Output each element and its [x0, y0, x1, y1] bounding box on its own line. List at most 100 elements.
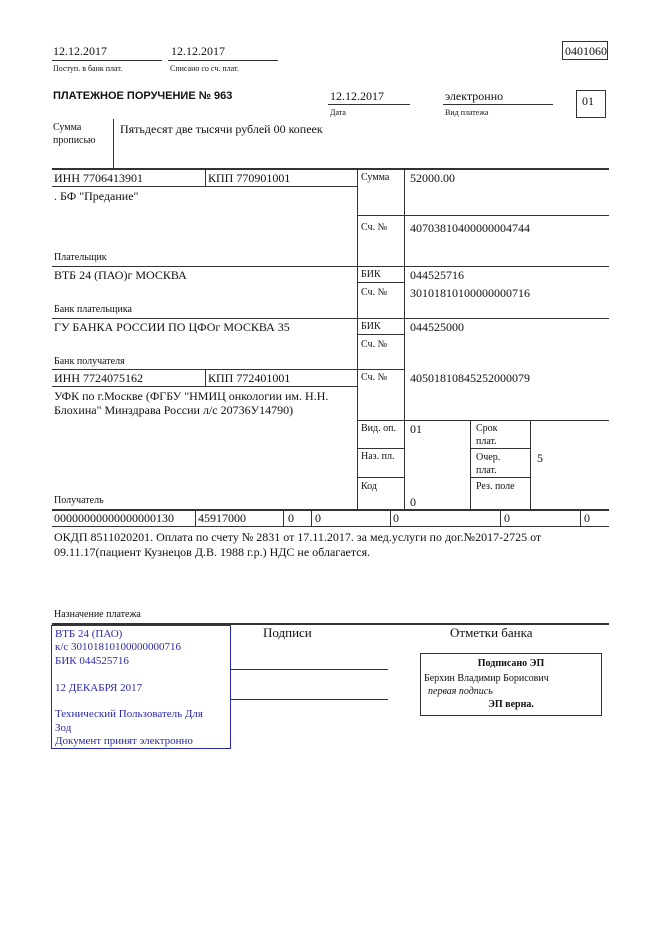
divider	[52, 623, 609, 625]
divider	[52, 168, 609, 170]
payee-inn: ИНН 7724075162	[54, 371, 143, 385]
payee-bank-name: ГУ БАНКА РОССИИ ПО ЦФОг МОСКВА 35	[54, 320, 290, 334]
divider	[357, 448, 404, 449]
op-type-label: Вид. оп.	[361, 423, 396, 434]
payer-account: 40703810400000004744	[410, 221, 530, 235]
payer-bank-bik: 044525716	[410, 268, 464, 282]
form-code: 0401060	[565, 44, 607, 58]
date-label: Дата	[330, 108, 346, 117]
divider	[52, 186, 357, 187]
received-date: 12.12.2017	[53, 44, 107, 58]
stamp-line: 12 ДЕКАБРЯ 2017	[55, 681, 143, 694]
code-value: 0	[410, 495, 416, 509]
payee-kpp: КПП 772401001	[208, 371, 291, 385]
divider	[328, 104, 410, 105]
divider	[530, 420, 531, 510]
payee-bank-label: Банк получателя	[54, 356, 125, 367]
reserve-label: Рез. поле	[476, 481, 515, 492]
payment-purpose-label: Назначение платежа	[54, 609, 141, 620]
stamp-line: Технический Пользователь Для	[55, 708, 203, 721]
divider	[205, 369, 206, 386]
payee-name: УФК по г.Москве (ФГБУ "НМИЦ онкологии им…	[54, 389, 329, 403]
payer-bank-account-label: Сч. №	[361, 287, 388, 298]
payee-bank-bik: 044525000	[410, 320, 464, 334]
tax-field-oktmo: 45917000	[198, 511, 246, 525]
stamp-line	[55, 668, 203, 681]
payer-account-label: Сч. №	[361, 222, 388, 233]
order-date: 12.12.2017	[330, 89, 384, 103]
signature-line	[231, 699, 388, 700]
signer-name: Берхин Владимир Борисович	[424, 673, 549, 684]
priority-label: Очер.	[476, 452, 501, 463]
signature-verified: ЭП верна.	[488, 699, 534, 710]
payee-name: Блохина" Минздрава России л/с 20736У1479…	[54, 403, 294, 417]
divider	[52, 60, 162, 61]
divider	[357, 334, 404, 335]
stamp-line: к/с 30101810100000000716	[55, 641, 182, 654]
amount-label: Сумма	[361, 172, 390, 183]
amount-words-label: прописью	[53, 135, 96, 146]
term-label: плат.	[476, 436, 497, 447]
signer-role: первая подпись	[428, 686, 493, 697]
status-code-box: 01	[576, 90, 606, 118]
payer-label: Плательщик	[54, 252, 107, 263]
e-signature-box: Подписано ЭП Берхин Владимир Борисович п…	[420, 653, 602, 716]
stamp-line	[55, 695, 203, 708]
stamp-line: ВТБ 24 (ПАО)	[55, 628, 123, 640]
amount-words-label: Сумма	[53, 122, 82, 133]
divider	[52, 266, 609, 267]
payment-purpose: 09.11.17(пациент Кузнецов Д.В. 1988 г.р.…	[54, 545, 371, 559]
amount-value: 52000.00	[410, 171, 455, 185]
divider	[443, 104, 553, 105]
op-type: 01	[410, 422, 422, 436]
divider	[52, 509, 609, 511]
tax-field: 0	[393, 511, 399, 525]
received-label: Поступ. в банк плат.	[53, 64, 123, 73]
divider	[357, 420, 609, 421]
tax-field-kbk: 00000000000000000130	[54, 511, 174, 525]
divider	[113, 119, 114, 169]
payment-type-label: Вид платежа	[445, 108, 489, 117]
payer-bank-label: Банк плательщика	[54, 304, 132, 315]
stamp-line: Документ принят электронно	[55, 735, 193, 748]
divider	[357, 477, 404, 478]
stamp-line: БИК 044525716	[55, 654, 129, 667]
divider	[52, 318, 609, 319]
debited-date: 12.12.2017	[171, 44, 225, 58]
divider	[390, 510, 391, 526]
divider	[195, 510, 196, 526]
payment-type: электронно	[445, 89, 504, 103]
divider	[357, 169, 358, 510]
payer-inn: ИНН 7706413901	[54, 171, 143, 185]
payee-bank-bik-label: БИК	[361, 321, 381, 332]
signature-line	[231, 669, 388, 670]
signatures-label: Подписи	[263, 625, 312, 640]
divider	[470, 420, 471, 510]
bank-stamp: ВТБ 24 (ПАО) к/с 30101810100000000716 БИ…	[51, 625, 231, 749]
tax-field: 0	[584, 511, 590, 525]
bank-stamp-text: ВТБ 24 (ПАО) к/с 30101810100000000716 БИ…	[55, 628, 203, 749]
divider	[470, 448, 530, 449]
stamp-line: Зод	[55, 721, 72, 734]
divider	[311, 510, 312, 526]
bank-marks-label: Отметки банка	[450, 625, 533, 640]
divider	[404, 169, 405, 510]
payer-kpp: КПП 770901001	[208, 171, 291, 185]
page-title: ПЛАТЕЖНОЕ ПОРУЧЕНИЕ № 963	[53, 90, 233, 102]
signed-label: Подписано ЭП	[477, 658, 545, 669]
tax-field: 0	[288, 511, 294, 525]
divider	[52, 526, 609, 527]
amount-words: Пятьдесят две тысячи рублей 00 копеек	[120, 122, 323, 136]
divider	[168, 60, 278, 61]
payee-label: Получатель	[54, 495, 104, 506]
term-label: Срок	[476, 423, 498, 434]
tax-field: 0	[315, 511, 321, 525]
purpose-code-label: Наз. пл.	[361, 451, 395, 462]
divider	[580, 510, 581, 526]
payee-account-label: Сч. №	[361, 372, 388, 383]
payee-account: 40501810845252000079	[410, 371, 530, 385]
priority-label: плат.	[476, 465, 497, 476]
divider	[357, 215, 609, 216]
payment-purpose: ОКДП 8511020201. Оплата по счету № 2831 …	[54, 530, 542, 544]
payer-bank-account: 30101810100000000716	[410, 286, 530, 300]
